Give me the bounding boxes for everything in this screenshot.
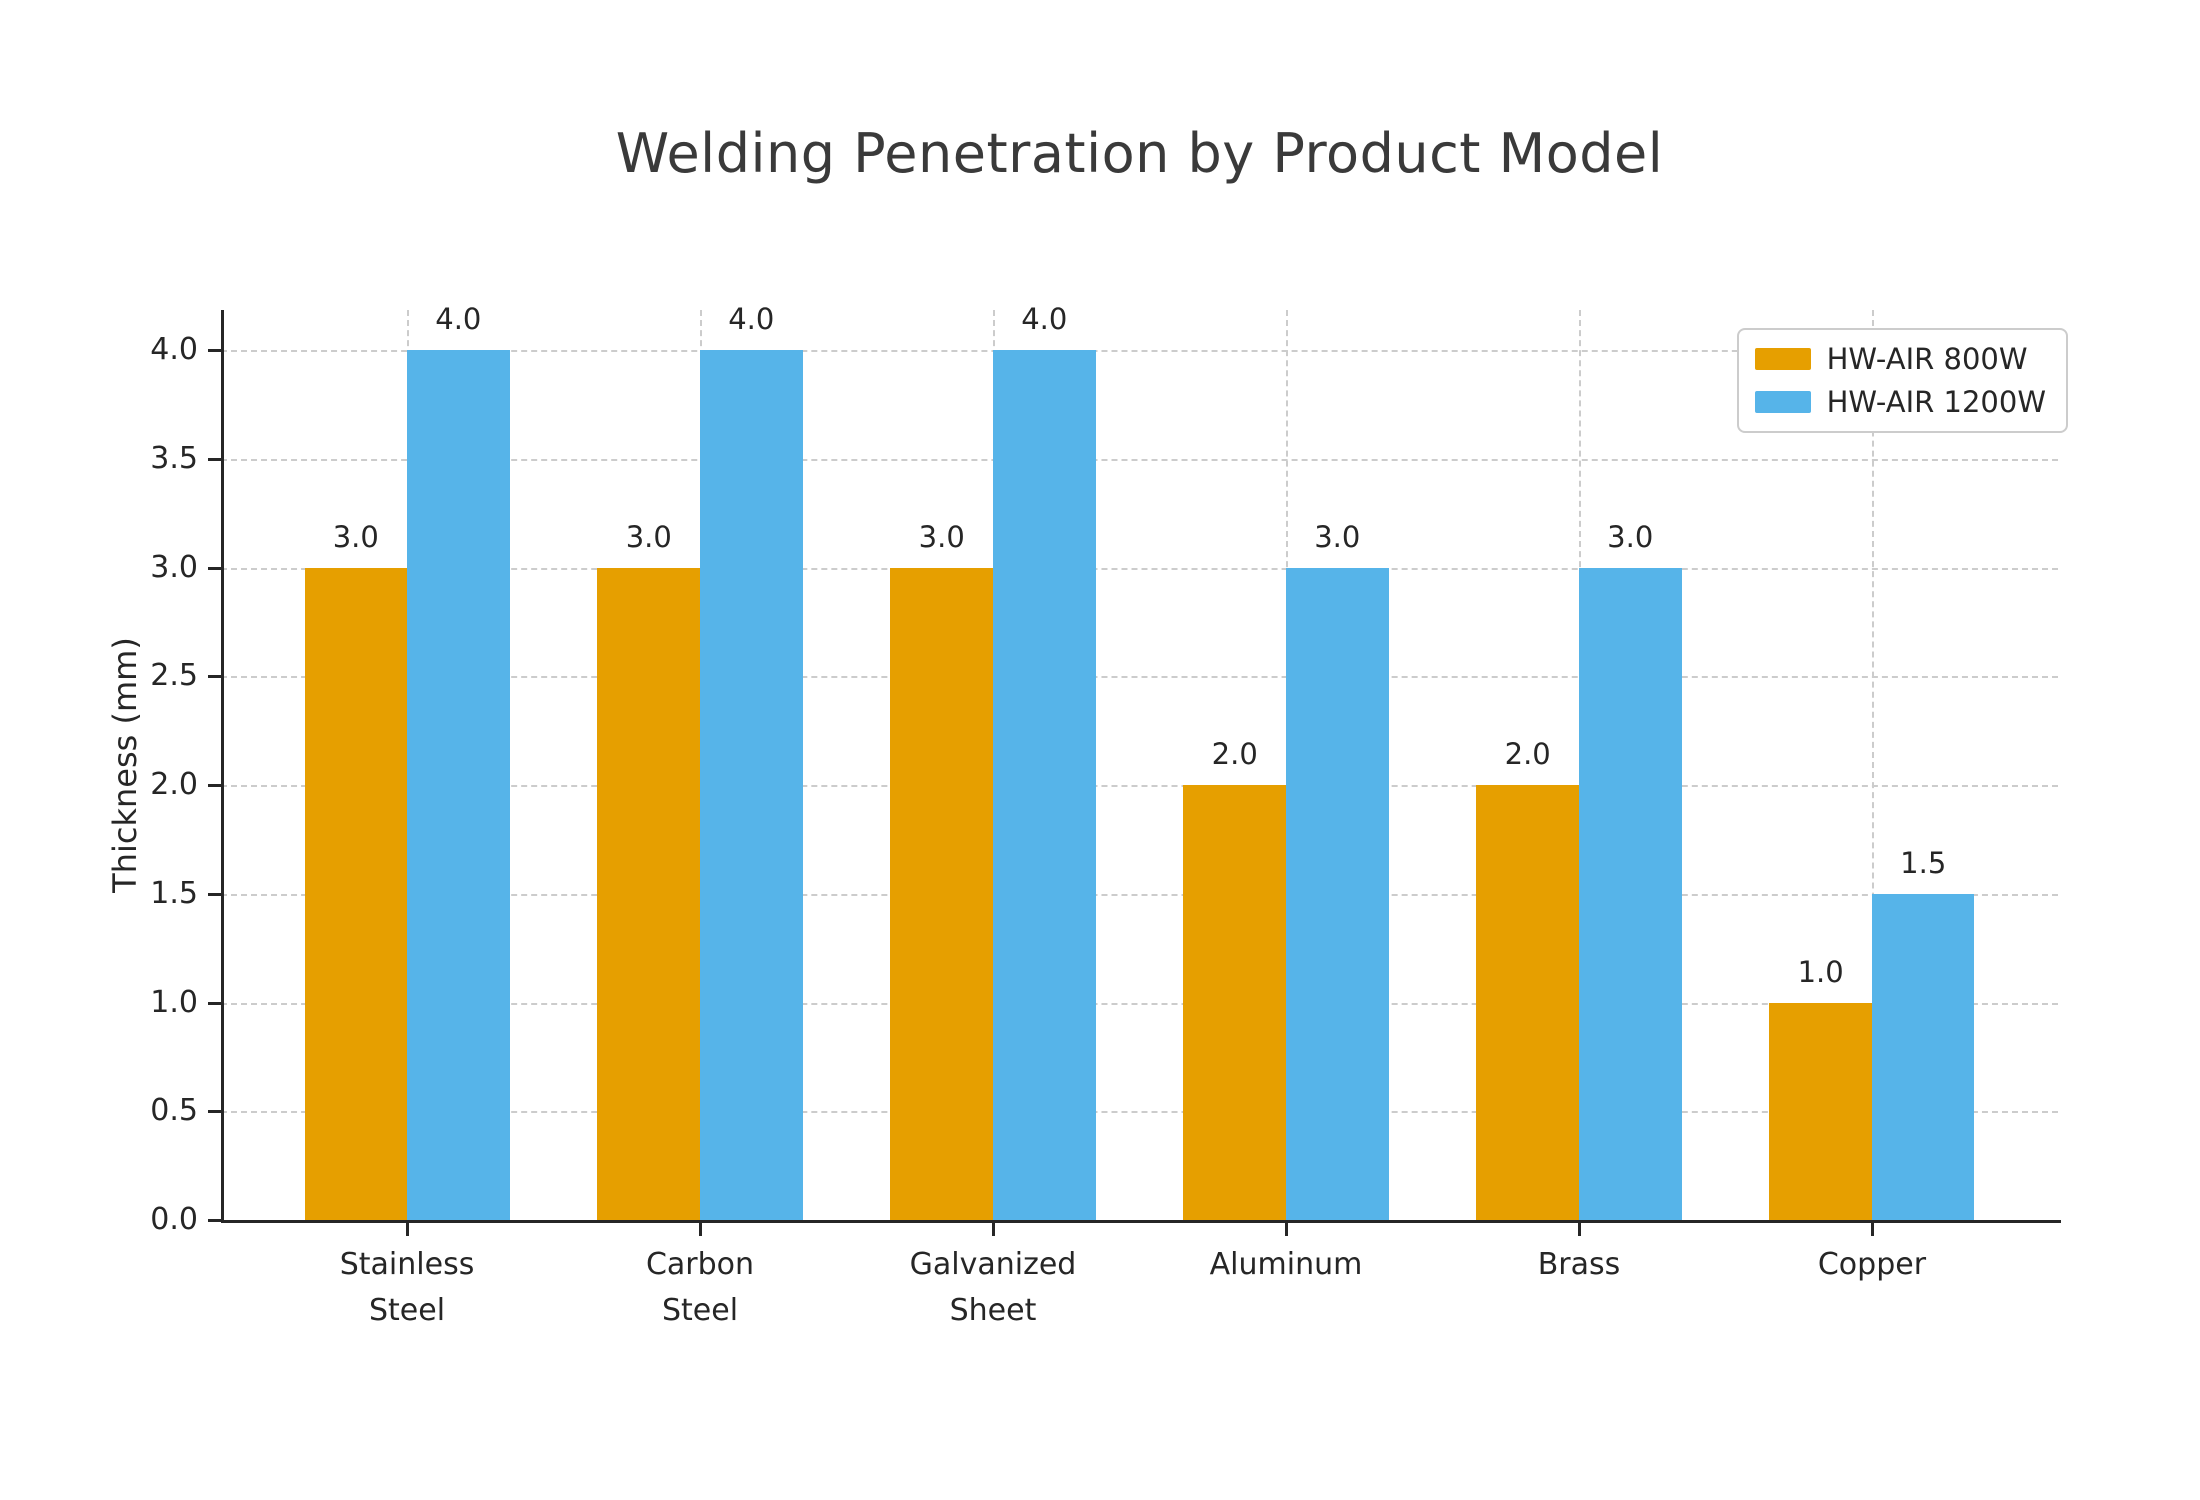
y-tick-mark [208,566,221,570]
y-tick-label: 3.0 [150,549,198,585]
y-tick-mark [208,784,221,788]
bar-hw-air-1200w-2 [993,350,1096,1220]
bar-value-label: 4.0 [1021,302,1068,337]
x-tick-mark [699,1223,703,1236]
x-tick-label-line: Copper [1817,1247,1927,1282]
x-tick-label-brass: Brass [1419,1242,1739,1288]
bar-hw-air-1200w-4 [1578,567,1682,1220]
x-tick-label-line: Carbon [645,1247,755,1282]
bar-hw-air-800w-2 [890,567,993,1220]
gridline-horizontal [221,893,2058,896]
x-axis-spine [221,1220,2061,1223]
legend-label: HW-AIR 1200W [1826,385,2046,419]
x-tick-mark [992,1223,995,1236]
y-tick-mark [208,1110,221,1114]
x-tick-label-line: Brass [1537,1247,1621,1282]
plot-area: 3.0 3.0 3.0 2.0 2.0 1.0 4.0 4.0 4.0 3.0 3.0 1.5 [221,302,2058,1220]
legend-item-hw-air-800w: HW-AIR 800W [1754,342,2046,376]
x-tick-mark [1284,1223,1288,1236]
bar-value-label: 3.0 [918,519,965,554]
gridline-vertical [1871,310,1874,1220]
gridline-horizontal [221,458,2058,461]
gridline-horizontal [221,1002,2058,1005]
legend-swatch [1754,391,1811,413]
y-tick-label: 3.5 [150,440,198,476]
chart-title: Welding Penetration by Product Model [615,122,1664,185]
x-tick-mark [406,1223,410,1236]
x-tick-mark [1577,1223,1581,1236]
bar-value-label: 4.0 [435,302,482,337]
x-tick-label-line: Steel [661,1293,739,1328]
y-tick-label: 1.5 [150,875,198,911]
legend-label: HW-AIR 800W [1826,342,2028,376]
x-tick-label-aluminum: Aluminum [1126,1242,1446,1288]
bar-hw-air-1200w-5 [1871,893,1975,1220]
legend-swatch [1754,348,1811,370]
y-tick-label: 4.0 [150,332,198,368]
y-tick-label: 2.0 [150,767,198,803]
bar-hw-air-800w-0 [304,567,408,1220]
x-tick-label-copper: Copper [1712,1242,2032,1288]
x-tick-label-line: Aluminum [1209,1247,1363,1282]
gridline-horizontal [221,785,2058,788]
bar-hw-air-800w-5 [1769,1002,1872,1220]
bar-value-label: 3.0 [1607,519,1654,554]
legend: HW-AIR 800W HW-AIR 1200W [1736,328,2068,433]
x-tick-label-galvanized-sheet: Galvanized Sheet [833,1242,1153,1334]
bar-value-label: 4.0 [728,302,775,337]
y-tick-mark [208,457,221,461]
bar-value-label: 3.0 [625,519,672,554]
bar-hw-air-800w-3 [1183,785,1286,1220]
gridline-horizontal [221,676,2058,679]
bar-hw-air-1200w-3 [1285,567,1389,1220]
x-tick-label-line: Galvanized [909,1247,1077,1282]
legend-item-hw-air-1200w: HW-AIR 1200W [1754,385,2046,419]
x-tick-label-carbon-steel: Carbon Steel [540,1242,860,1334]
bar-hw-air-800w-1 [597,567,700,1220]
bar-value-label: 3.0 [1314,519,1361,554]
y-tick-mark [208,892,221,896]
bar-value-label: 2.0 [1211,737,1258,772]
bar-value-label: 3.0 [332,519,379,554]
bar-hw-air-800w-4 [1476,785,1579,1220]
bar-hw-air-1200w-1 [700,350,803,1220]
y-tick-mark [208,675,221,679]
bar-value-label: 2.0 [1504,737,1551,772]
y-tick-label: 1.0 [150,984,198,1020]
y-tick-mark [208,349,221,353]
y-tick-label: 0.0 [150,1202,198,1237]
gridline-horizontal [221,567,2058,570]
bar-hw-air-1200w-0 [407,350,510,1220]
gridline-horizontal [221,1111,2058,1114]
y-tick-label: 2.5 [150,658,198,694]
y-tick-mark [208,1219,221,1222]
y-axis-spine [221,310,224,1223]
bar-value-label: 1.0 [1797,954,1844,989]
bar-value-label: 1.5 [1900,845,1947,880]
gridline-horizontal [221,350,2058,353]
x-tick-label-line: Stainless [339,1247,475,1282]
x-tick-label-line: Steel [369,1293,446,1328]
x-tick-label-line: Sheet [949,1293,1037,1328]
x-tick-label-stainless-steel: Stainless Steel [247,1242,567,1334]
x-tick-mark [1870,1223,1874,1236]
y-tick-label: 0.5 [150,1093,198,1129]
y-tick-mark [208,1001,221,1005]
